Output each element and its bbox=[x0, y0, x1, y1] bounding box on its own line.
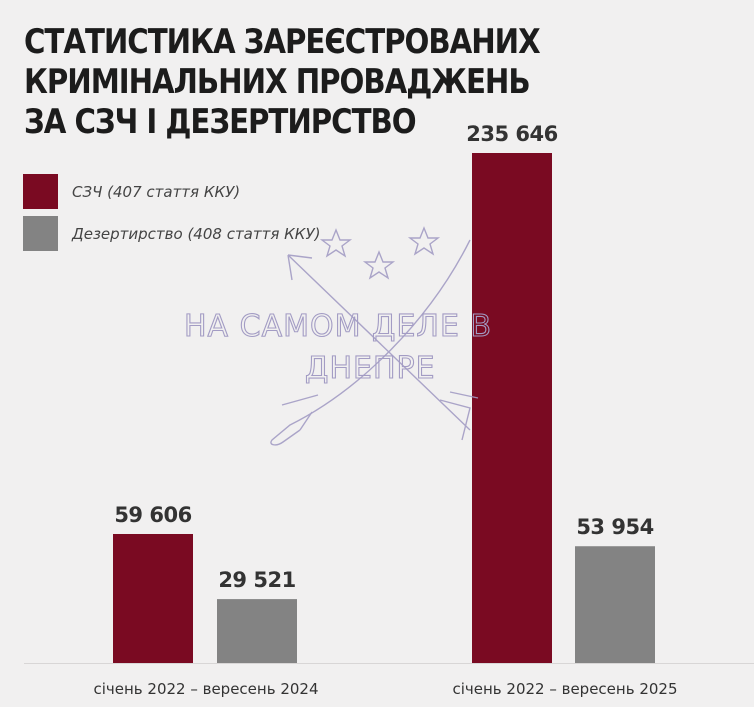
bar-value-szch-period-1: 59 606 bbox=[114, 503, 191, 527]
category-label-1: січень 2022 – вересень 2024 bbox=[93, 680, 318, 698]
bar-szch-period-2 bbox=[472, 153, 552, 663]
bars-layer: 59 606 29 521 січень 2022 – вересень 2024 2… bbox=[93, 122, 677, 698]
bar-value-desertion-period-2: 53 954 bbox=[576, 515, 653, 539]
bar-value-desertion-period-1: 29 521 bbox=[218, 568, 295, 592]
legend-item-desertion: Дезертирство (408 стаття ККУ) bbox=[23, 216, 320, 251]
bar-desertion-period-1 bbox=[217, 599, 297, 663]
category-label-2: січень 2022 – вересень 2025 bbox=[452, 680, 677, 698]
title-line-3: ЗА СЗЧ І ДЕЗЕРТИРСТВО bbox=[24, 102, 417, 142]
bar-value-szch-period-2: 235 646 bbox=[466, 122, 557, 146]
legend-swatch-desertion bbox=[23, 216, 58, 251]
bar-szch-period-1 bbox=[113, 533, 193, 663]
bar-desertion-period-2 bbox=[575, 546, 655, 663]
legend-label-desertion: Дезертирство (408 стаття ККУ) bbox=[72, 224, 321, 243]
legend-item-szch: СЗЧ (407 стаття ККУ) bbox=[23, 174, 240, 209]
legend-label-szch: СЗЧ (407 стаття ККУ) bbox=[72, 182, 241, 201]
legend-swatch-szch bbox=[23, 174, 58, 209]
